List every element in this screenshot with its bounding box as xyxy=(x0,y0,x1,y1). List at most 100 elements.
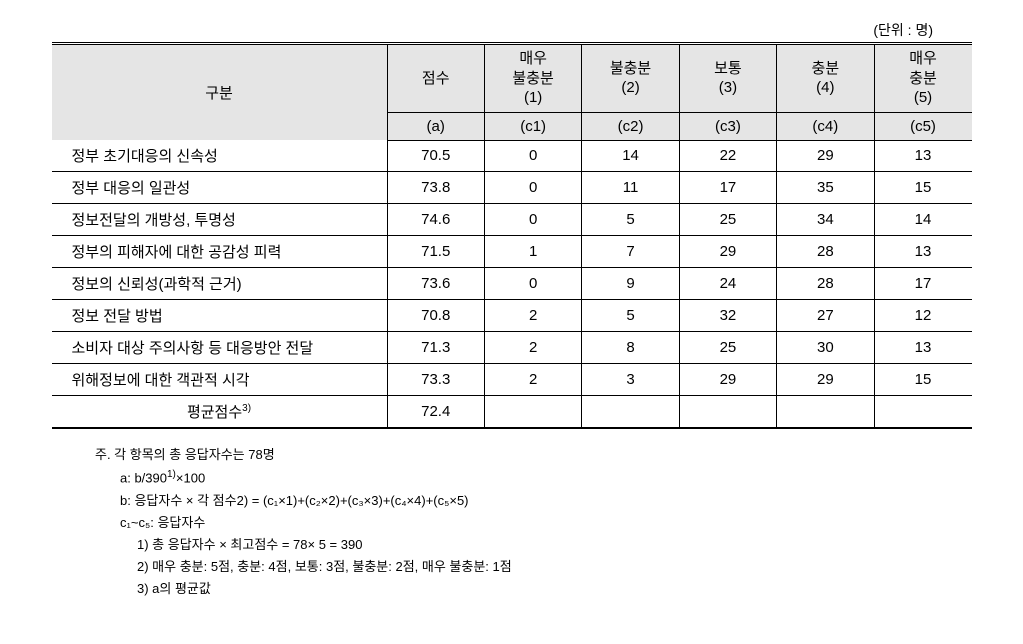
avg-prefix: 평균점수 xyxy=(187,404,242,421)
table-row: 정보의 신뢰성(과학적 근거)73.609242817 xyxy=(52,268,972,300)
footnote-1: 주. 각 항목의 총 응답자수는 78명 xyxy=(95,444,983,466)
sub-c4: (c4) xyxy=(777,112,874,140)
table-row: 정보 전달 방법70.825322712 xyxy=(52,300,972,332)
footnote-2: a: b/3901)×100 xyxy=(95,466,983,489)
header-c4-l1: 충분 xyxy=(812,60,840,77)
row-label: 정보전달의 개방성, 투명성 xyxy=(52,204,388,236)
cell-c5: 13 xyxy=(874,332,971,364)
row-label: 정보 전달 방법 xyxy=(52,300,388,332)
cell-c4: 30 xyxy=(777,332,874,364)
table-row: 정부 초기대응의 신속성70.5014222913 xyxy=(52,140,972,172)
fn2-suffix: ×100 xyxy=(176,470,205,485)
cell-c2: 3 xyxy=(582,364,679,396)
footnote-6: 2) 매우 충분: 5점, 충분: 4점, 보통: 3점, 불충분: 2점, 매… xyxy=(95,556,983,578)
header-c2: 불충분 (2) xyxy=(582,44,679,113)
header-c4: 충분 (4) xyxy=(777,44,874,113)
average-score: 72.4 xyxy=(387,396,484,429)
footnote-3: b: 응답자수 × 각 점수2) = (c₁×1)+(c₂×2)+(c₃×3)+… xyxy=(95,490,983,512)
cell-c1: 2 xyxy=(484,300,581,332)
cell-c5: 14 xyxy=(874,204,971,236)
sub-c2: (c2) xyxy=(582,112,679,140)
row-label: 정부 초기대응의 신속성 xyxy=(52,140,388,172)
cell-score: 70.5 xyxy=(387,140,484,172)
header-c3-l1: 보통 xyxy=(714,60,742,77)
cell-c3: 29 xyxy=(679,236,776,268)
cell-c3: 24 xyxy=(679,268,776,300)
cell-c4: 28 xyxy=(777,236,874,268)
avg-c5 xyxy=(874,396,971,429)
header-c4-l2: (4) xyxy=(816,79,834,96)
sub-c1: (c1) xyxy=(484,112,581,140)
header-row-1: 구분 점수 매우 불충분 (1) 불충분 (2) 보통 (3) 충분 (4) 매… xyxy=(52,44,972,113)
cell-c5: 17 xyxy=(874,268,971,300)
fn2-sup: 1) xyxy=(167,469,176,480)
cell-c5: 13 xyxy=(874,236,971,268)
avg-c4 xyxy=(777,396,874,429)
cell-c4: 29 xyxy=(777,364,874,396)
footnotes: 주. 각 항목의 총 응답자수는 78명 a: b/3901)×100 b: 응… xyxy=(95,444,983,600)
sub-c5: (c5) xyxy=(874,112,971,140)
row-label: 정부 대응의 일관성 xyxy=(52,172,388,204)
cell-c1: 2 xyxy=(484,332,581,364)
cell-c4: 35 xyxy=(777,172,874,204)
header-c5-l3: (5) xyxy=(914,89,932,106)
cell-c3: 29 xyxy=(679,364,776,396)
header-c2-l1: 불충분 xyxy=(610,60,651,77)
row-label: 정부의 피해자에 대한 공감성 피력 xyxy=(52,236,388,268)
header-c5: 매우 충분 (5) xyxy=(874,44,971,113)
cell-c2: 14 xyxy=(582,140,679,172)
header-c1-l2: 불충분 xyxy=(512,70,553,87)
avg-sup: 3) xyxy=(242,403,251,414)
table-row: 정부 대응의 일관성73.8011173515 xyxy=(52,172,972,204)
cell-score: 70.8 xyxy=(387,300,484,332)
cell-score: 71.5 xyxy=(387,236,484,268)
cell-c5: 15 xyxy=(874,172,971,204)
cell-c3: 32 xyxy=(679,300,776,332)
cell-c1: 0 xyxy=(484,172,581,204)
cell-score: 73.3 xyxy=(387,364,484,396)
cell-c2: 11 xyxy=(582,172,679,204)
data-table: 구분 점수 매우 불충분 (1) 불충분 (2) 보통 (3) 충분 (4) 매… xyxy=(52,42,972,429)
row-label: 소비자 대상 주의사항 등 대응방안 전달 xyxy=(52,332,388,364)
header-c1-l1: 매우 xyxy=(519,50,547,67)
cell-c2: 7 xyxy=(582,236,679,268)
cell-score: 73.6 xyxy=(387,268,484,300)
cell-c1: 0 xyxy=(484,140,581,172)
header-category: 구분 xyxy=(52,44,388,141)
cell-c3: 25 xyxy=(679,204,776,236)
cell-c1: 0 xyxy=(484,268,581,300)
cell-c5: 15 xyxy=(874,364,971,396)
cell-c4: 27 xyxy=(777,300,874,332)
cell-c4: 28 xyxy=(777,268,874,300)
cell-c5: 13 xyxy=(874,140,971,172)
cell-score: 73.8 xyxy=(387,172,484,204)
cell-c4: 34 xyxy=(777,204,874,236)
cell-c2: 5 xyxy=(582,204,679,236)
cell-c3: 22 xyxy=(679,140,776,172)
cell-c4: 29 xyxy=(777,140,874,172)
header-c5-l2: 충분 xyxy=(909,70,937,87)
table-row: 정보전달의 개방성, 투명성74.605253414 xyxy=(52,204,972,236)
table-row: 소비자 대상 주의사항 등 대응방안 전달71.328253013 xyxy=(52,332,972,364)
cell-c2: 9 xyxy=(582,268,679,300)
unit-label: (단위 : 명) xyxy=(40,20,983,40)
header-c2-l2: (2) xyxy=(621,79,639,96)
sub-a: (a) xyxy=(387,112,484,140)
row-label: 위해정보에 대한 객관적 시각 xyxy=(52,364,388,396)
table-row: 위해정보에 대한 객관적 시각73.323292915 xyxy=(52,364,972,396)
average-row: 평균점수3) 72.4 xyxy=(52,396,972,429)
footnote-4: c₁~c₅: 응답자수 xyxy=(95,512,983,534)
row-label: 정보의 신뢰성(과학적 근거) xyxy=(52,268,388,300)
cell-c1: 2 xyxy=(484,364,581,396)
cell-c5: 12 xyxy=(874,300,971,332)
header-score: 점수 xyxy=(387,44,484,113)
footnote-5: 1) 총 응답자수 × 최고점수 = 78× 5 = 390 xyxy=(95,534,983,556)
footnote-7: 3) a의 평균값 xyxy=(95,578,983,600)
header-c3-l2: (3) xyxy=(719,79,737,96)
header-c5-l1: 매우 xyxy=(909,50,937,67)
cell-score: 71.3 xyxy=(387,332,484,364)
cell-c3: 17 xyxy=(679,172,776,204)
header-c3: 보통 (3) xyxy=(679,44,776,113)
sub-c3: (c3) xyxy=(679,112,776,140)
cell-c1: 0 xyxy=(484,204,581,236)
